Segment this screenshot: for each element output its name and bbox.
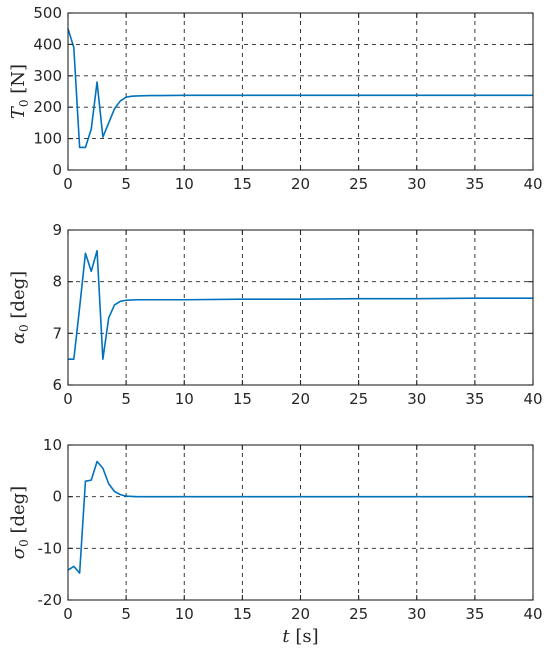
sigma-ytick-label: -10 [38, 539, 63, 557]
thrust-ytick-label: 500 [33, 4, 62, 22]
alpha-series-line [68, 249, 533, 360]
sigma-ylabel-symbol: σ [8, 546, 29, 559]
thrust-xtick-label: 35 [465, 175, 484, 193]
thrust-ylabel-subscript: 0 [17, 99, 31, 107]
alpha-ylabel: α0 [deg] [8, 271, 31, 344]
alpha-xtick-label: 5 [121, 390, 131, 408]
alpha-xtick-label: 40 [523, 390, 542, 408]
thrust-plot-area [68, 13, 533, 170]
sigma-xtick-label: 30 [407, 605, 426, 623]
thrust-ylabel-symbol: T [8, 105, 29, 119]
thrust-xtick-label: 20 [291, 175, 310, 193]
sigma-ytick-label: 0 [52, 488, 62, 506]
sigma-xlabel-symbol: t [282, 626, 290, 647]
thrust-xtick-label: 0 [63, 175, 73, 193]
sigma-xtick-label: 40 [523, 605, 542, 623]
alpha-xtick-label: 25 [349, 390, 368, 408]
alpha-ylabel-unit: [deg] [8, 271, 29, 324]
thrust-ytick-label: 200 [33, 98, 62, 116]
thrust-ytick-label: 400 [33, 35, 62, 53]
sigma-series-line [67, 460, 533, 574]
sigma-xtick-label: 0 [63, 605, 73, 623]
alpha-xtick-label: 15 [233, 390, 252, 408]
thrust-xtick-label: 10 [175, 175, 194, 193]
alpha-ylabel-symbol: α [8, 332, 29, 344]
alpha-xtick-label: 0 [63, 390, 73, 408]
thrust-ylabel: T0 [N] [8, 64, 31, 119]
sigma-ylabel: σ0 [deg] [8, 486, 31, 559]
thrust-xtick-label: 15 [233, 175, 252, 193]
alpha-ylabel-subscript: 0 [17, 324, 31, 332]
sigma-xtick-label: 15 [233, 605, 252, 623]
sigma-ytick-label: -20 [38, 591, 63, 609]
alpha-ytick-label: 8 [52, 273, 62, 291]
thrust-xtick-label: 30 [407, 175, 426, 193]
sigma-ylabel-unit: [deg] [8, 486, 29, 539]
thrust-xtick-label: 25 [349, 175, 368, 193]
sigma-xlabel: t [s] [282, 626, 318, 647]
thrust-ytick-label: 100 [33, 130, 62, 148]
sigma-xtick-label: 25 [349, 605, 368, 623]
sigma-ytick-label: 10 [43, 436, 62, 454]
alpha-xtick-label: 30 [407, 390, 426, 408]
alpha-xtick-label: 35 [465, 390, 484, 408]
thrust-ylabel-unit: [N] [8, 64, 29, 100]
alpha-ytick-label: 7 [52, 324, 62, 342]
sigma-xtick-label: 5 [121, 605, 131, 623]
sigma-xtick-label: 35 [465, 605, 484, 623]
thrust-xtick-label: 5 [121, 175, 131, 193]
sigma-xtick-label: 10 [175, 605, 194, 623]
thrust-ytick-label: 300 [33, 67, 62, 85]
alpha-xtick-label: 20 [291, 390, 310, 408]
sigma-xlabel-unit: [s] [290, 626, 319, 647]
thrust-xtick-label: 40 [523, 175, 542, 193]
alpha-xtick-label: 10 [175, 390, 194, 408]
alpha-ytick-label: 6 [52, 376, 62, 394]
alpha-ytick-label: 9 [52, 221, 62, 239]
sigma-ylabel-subscript: 0 [17, 539, 31, 547]
thrust-ytick-label: 0 [52, 161, 62, 179]
thrust-series-line [67, 28, 533, 149]
sigma-xtick-label: 20 [291, 605, 310, 623]
